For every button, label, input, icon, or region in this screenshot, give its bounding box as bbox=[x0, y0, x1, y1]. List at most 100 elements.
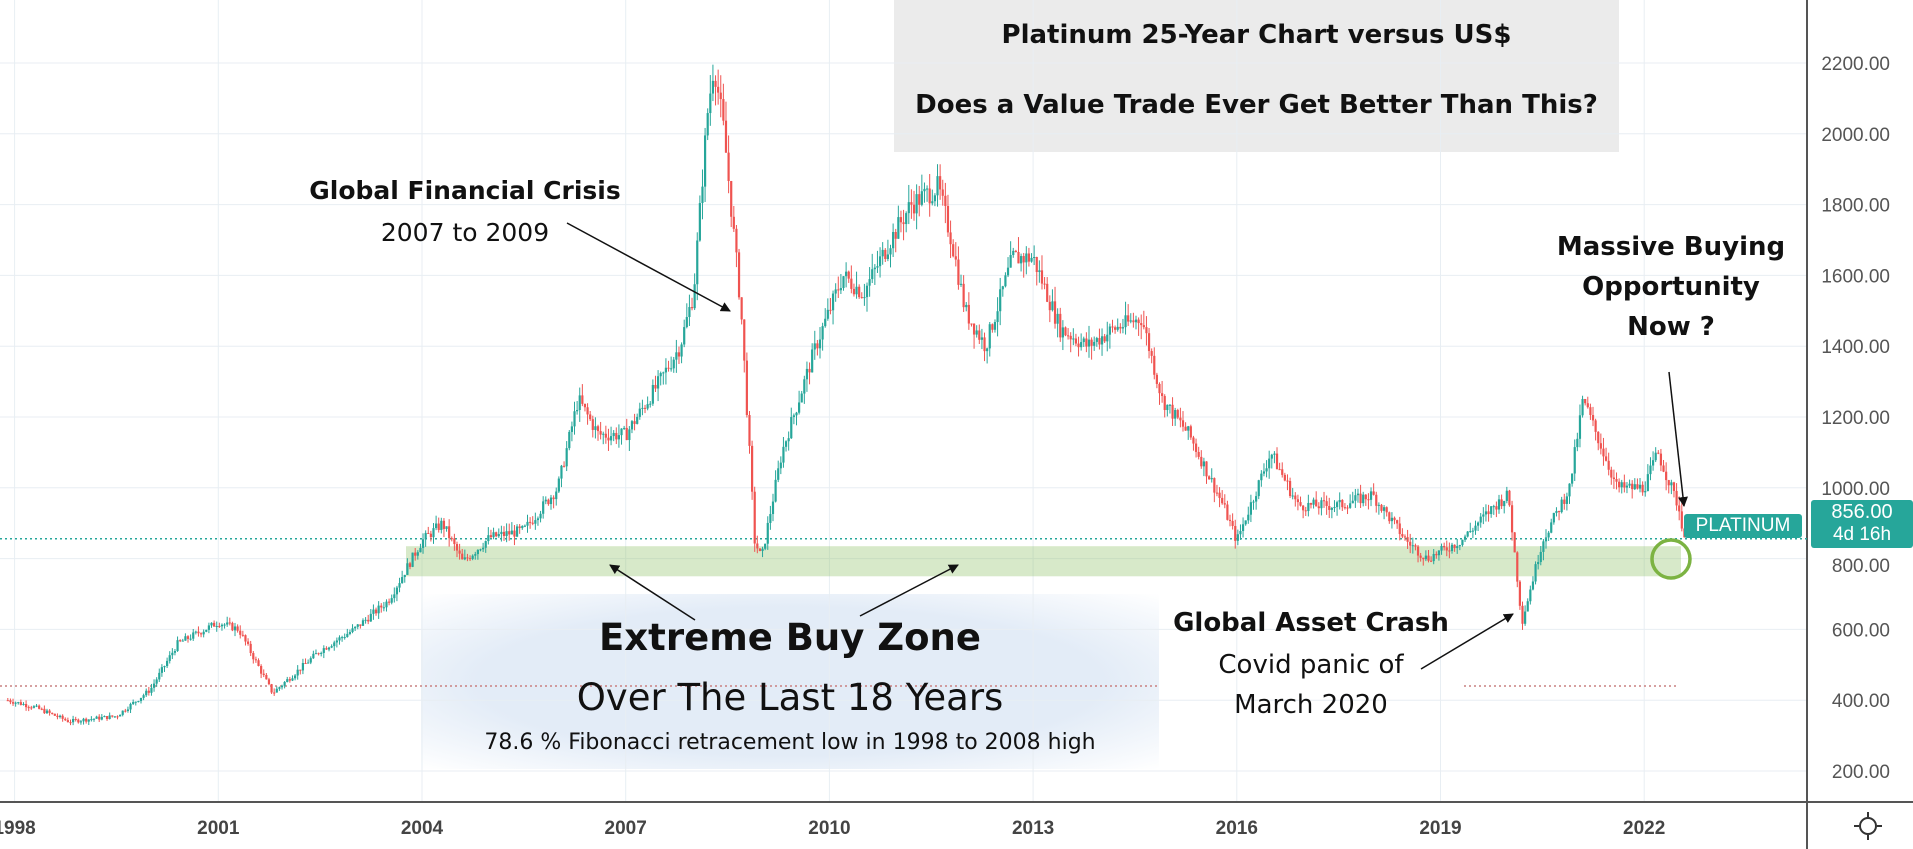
candle-body bbox=[1108, 326, 1111, 335]
candle-body bbox=[1166, 404, 1169, 411]
candle-body bbox=[1080, 342, 1083, 348]
candle-body bbox=[168, 655, 171, 661]
candle-body bbox=[1537, 562, 1540, 565]
candle-body bbox=[852, 288, 856, 295]
candle-body bbox=[14, 702, 17, 704]
candle-body bbox=[727, 152, 730, 182]
candle-body bbox=[1288, 481, 1292, 496]
y-tick-label: 1000.00 bbox=[1821, 479, 1890, 500]
candle-body bbox=[1333, 507, 1336, 509]
last-price: 856.00 bbox=[1831, 501, 1893, 523]
candle-body bbox=[1375, 494, 1378, 506]
candle-body bbox=[918, 194, 921, 205]
candle-body bbox=[1419, 555, 1422, 558]
candle-body bbox=[129, 703, 132, 710]
candle-body bbox=[1048, 301, 1051, 311]
candle-body bbox=[706, 113, 709, 136]
candle-body bbox=[22, 703, 25, 705]
candle-body bbox=[103, 716, 106, 718]
candle-body bbox=[1591, 415, 1595, 421]
candle-body bbox=[1497, 499, 1501, 510]
candle-body bbox=[612, 432, 615, 437]
candle-body bbox=[1140, 323, 1143, 326]
candle-body bbox=[664, 367, 668, 373]
candle-body bbox=[1189, 426, 1192, 438]
candle-body bbox=[270, 684, 273, 693]
candle-body bbox=[1270, 454, 1273, 459]
candle-body bbox=[1085, 338, 1088, 347]
candle-body bbox=[367, 619, 370, 622]
candle-body bbox=[69, 722, 72, 724]
candle-body bbox=[1568, 483, 1571, 497]
candle-body bbox=[766, 522, 769, 544]
candle-body bbox=[1145, 327, 1148, 334]
x-tick-label: 2019 bbox=[1419, 818, 1461, 839]
candle-body bbox=[641, 407, 644, 409]
candle-body bbox=[774, 479, 777, 502]
candle-body bbox=[1278, 469, 1281, 471]
buy-zone-arrow-right bbox=[859, 564, 959, 617]
candle-body bbox=[1281, 469, 1284, 475]
candle-body bbox=[949, 232, 952, 245]
candle-body bbox=[1098, 338, 1101, 345]
candle-body bbox=[748, 415, 751, 446]
candle-body bbox=[312, 653, 315, 659]
candle-body bbox=[858, 286, 861, 298]
candle-body bbox=[860, 297, 863, 299]
candle-body bbox=[1205, 461, 1208, 477]
candle-body bbox=[1103, 336, 1106, 342]
candle-body bbox=[171, 652, 174, 656]
candle-body bbox=[868, 279, 871, 286]
candle-body bbox=[369, 613, 372, 622]
candle-body bbox=[1095, 338, 1098, 342]
candle-body bbox=[87, 719, 90, 722]
candle-body bbox=[586, 407, 589, 415]
candle-body bbox=[933, 195, 937, 202]
candle-body bbox=[1380, 504, 1383, 511]
candle-body bbox=[837, 289, 840, 291]
candle-body bbox=[453, 538, 456, 545]
candle-body bbox=[1286, 480, 1289, 482]
candle-body bbox=[873, 267, 876, 270]
candle-body bbox=[476, 549, 479, 555]
candle-body bbox=[878, 256, 882, 267]
candle-body bbox=[1100, 336, 1104, 345]
candle-body bbox=[1012, 250, 1015, 256]
candle-body bbox=[1179, 417, 1182, 421]
candle-body bbox=[620, 428, 623, 436]
candle-body bbox=[231, 622, 234, 631]
candle-body bbox=[826, 309, 829, 319]
candle-body bbox=[474, 554, 477, 556]
candle-body bbox=[1354, 495, 1357, 501]
candle-body bbox=[589, 414, 592, 420]
buy-zone-band bbox=[406, 546, 1681, 577]
candle-body bbox=[197, 631, 200, 634]
candle-body bbox=[1187, 426, 1190, 431]
candle-body bbox=[834, 289, 837, 294]
candle-body bbox=[280, 685, 284, 688]
candle-body bbox=[1351, 500, 1354, 504]
candle-body bbox=[986, 348, 989, 352]
candle-body bbox=[1565, 496, 1568, 504]
candle-body bbox=[1087, 339, 1091, 347]
candle-body bbox=[792, 415, 795, 418]
candle-body bbox=[643, 407, 647, 409]
candle-body bbox=[1633, 484, 1636, 490]
candle-body bbox=[1547, 532, 1550, 538]
candle-body bbox=[1053, 301, 1057, 324]
candle-body bbox=[1239, 531, 1242, 535]
candle-body bbox=[1213, 478, 1216, 493]
candle-body bbox=[1312, 499, 1315, 505]
settings-icon[interactable] bbox=[1852, 810, 1884, 842]
candle-body bbox=[675, 352, 678, 360]
candle-body bbox=[1069, 335, 1072, 340]
candle-body bbox=[354, 626, 357, 629]
candle-body bbox=[1338, 499, 1341, 503]
candle-body bbox=[1636, 484, 1639, 489]
candle-body bbox=[680, 344, 683, 357]
candle-body bbox=[1670, 482, 1673, 486]
candle-body bbox=[461, 553, 464, 560]
candle-body bbox=[1563, 499, 1566, 504]
candle-body bbox=[1610, 469, 1613, 478]
